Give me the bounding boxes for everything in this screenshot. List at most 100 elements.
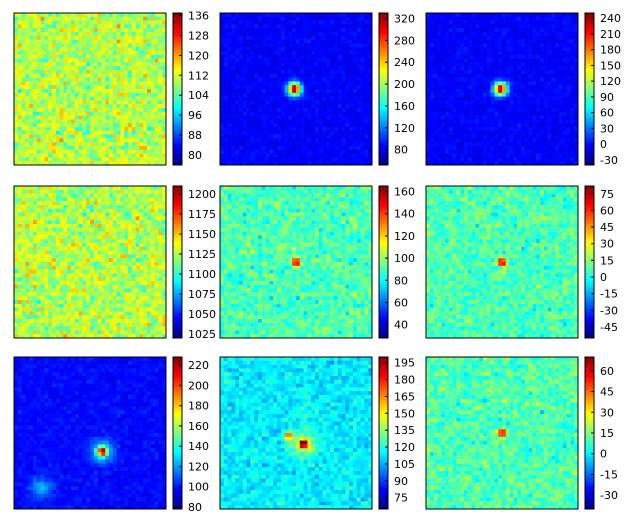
heatmap-cell bbox=[368, 138, 373, 143]
heatmap-cell bbox=[456, 73, 461, 78]
heatmap-cell bbox=[105, 153, 110, 158]
heatmap-cell bbox=[467, 146, 472, 151]
heatmap-cell bbox=[460, 119, 465, 124]
heatmap-cell bbox=[97, 96, 102, 101]
heatmap-cell bbox=[273, 138, 278, 143]
heatmap-cell bbox=[116, 43, 121, 48]
heatmap-cell bbox=[441, 134, 446, 139]
heatmap-cell bbox=[93, 123, 98, 128]
heatmap-cell bbox=[109, 119, 114, 124]
heatmap-cell bbox=[292, 77, 297, 82]
heatmap-cell bbox=[273, 134, 278, 139]
heatmap-cell bbox=[475, 153, 480, 158]
colorbar-segment bbox=[173, 96, 182, 100]
heatmap-cell bbox=[566, 127, 571, 132]
heatmap-cell bbox=[154, 157, 159, 162]
heatmap-cell bbox=[277, 51, 282, 56]
heatmap-cell bbox=[505, 70, 510, 75]
colorbar-segment bbox=[379, 73, 388, 77]
heatmap-cell bbox=[433, 13, 438, 18]
heatmap-cell bbox=[303, 66, 308, 71]
heatmap-cell bbox=[273, 77, 278, 82]
heatmap-cell bbox=[292, 149, 297, 154]
heatmap-cell bbox=[349, 127, 354, 132]
heatmap-cell bbox=[71, 146, 76, 151]
heatmap-cell bbox=[505, 47, 510, 52]
heatmap-cell bbox=[448, 149, 453, 154]
heatmap-cell bbox=[154, 28, 159, 33]
heatmap-cell bbox=[330, 77, 335, 82]
heatmap-cell bbox=[551, 85, 556, 90]
heatmap-cell bbox=[490, 146, 495, 151]
heatmap-cell bbox=[59, 20, 64, 25]
heatmap-cell bbox=[14, 108, 19, 113]
heatmap-cell bbox=[292, 58, 297, 63]
heatmap-cell bbox=[360, 153, 365, 158]
heatmap-cell bbox=[311, 16, 316, 21]
heatmap-cell bbox=[318, 89, 323, 94]
heatmap-cell bbox=[356, 85, 361, 90]
heatmap-cell bbox=[341, 134, 346, 139]
heatmap-cell bbox=[33, 77, 38, 82]
heatmap-cell bbox=[143, 24, 148, 29]
heatmap-cell bbox=[105, 161, 110, 166]
heatmap-cell bbox=[509, 73, 514, 78]
heatmap-cell bbox=[303, 43, 308, 48]
heatmap-cell bbox=[40, 153, 45, 158]
heatmap-cell bbox=[543, 115, 548, 120]
heatmap-cell bbox=[524, 62, 529, 67]
heatmap-cell bbox=[74, 89, 79, 94]
heatmap-cell bbox=[258, 104, 263, 109]
heatmap-cell bbox=[471, 85, 476, 90]
heatmap-cell bbox=[116, 16, 121, 21]
heatmap-cell bbox=[93, 43, 98, 48]
heatmap-cell bbox=[315, 138, 320, 143]
heatmap-cell bbox=[315, 32, 320, 37]
heatmap-cell bbox=[63, 62, 68, 67]
heatmap-cell bbox=[280, 62, 285, 67]
heatmap-cell bbox=[223, 161, 228, 166]
heatmap-cell bbox=[559, 32, 564, 37]
heatmap-cell bbox=[36, 115, 41, 120]
heatmap-cell bbox=[154, 134, 159, 139]
heatmap-cell bbox=[353, 89, 358, 94]
heatmap-cell bbox=[109, 47, 114, 52]
heatmap-cell bbox=[67, 161, 72, 166]
heatmap-cell bbox=[330, 35, 335, 40]
heatmap-cell bbox=[303, 85, 308, 90]
heatmap-cell bbox=[311, 51, 316, 56]
heatmap-cell bbox=[139, 161, 144, 166]
heatmap-cell bbox=[433, 108, 438, 113]
heatmap-cell bbox=[235, 161, 240, 166]
heatmap-cell bbox=[345, 89, 350, 94]
heatmap-cell bbox=[521, 43, 526, 48]
heatmap-cell bbox=[566, 134, 571, 139]
heatmap-cell bbox=[429, 123, 434, 128]
heatmap-cell bbox=[452, 108, 457, 113]
heatmap-cell bbox=[109, 96, 114, 101]
heatmap-cell bbox=[235, 127, 240, 132]
heatmap-cell bbox=[452, 149, 457, 154]
heatmap-cell bbox=[55, 47, 60, 52]
heatmap-cell bbox=[154, 92, 159, 97]
heatmap-cell bbox=[48, 85, 53, 90]
heatmap-cell bbox=[261, 134, 266, 139]
heatmap-cell bbox=[78, 20, 83, 25]
heatmap-cell bbox=[254, 35, 259, 40]
heatmap-cell bbox=[273, 119, 278, 124]
heatmap-cell bbox=[547, 111, 552, 116]
heatmap-cell bbox=[223, 39, 228, 44]
heatmap-cell bbox=[55, 115, 60, 120]
heatmap-cell bbox=[562, 28, 567, 33]
heatmap-cell bbox=[334, 85, 339, 90]
heatmap-cell bbox=[356, 115, 361, 120]
heatmap-cell bbox=[292, 123, 297, 128]
heatmap-cell bbox=[341, 81, 346, 86]
heatmap-cell bbox=[59, 100, 64, 105]
heatmap-cell bbox=[452, 92, 457, 97]
heatmap-cell bbox=[452, 32, 457, 37]
heatmap-cell bbox=[311, 138, 316, 143]
heatmap-cell bbox=[280, 89, 285, 94]
heatmap-cell bbox=[109, 28, 114, 33]
heatmap-cell bbox=[330, 54, 335, 59]
